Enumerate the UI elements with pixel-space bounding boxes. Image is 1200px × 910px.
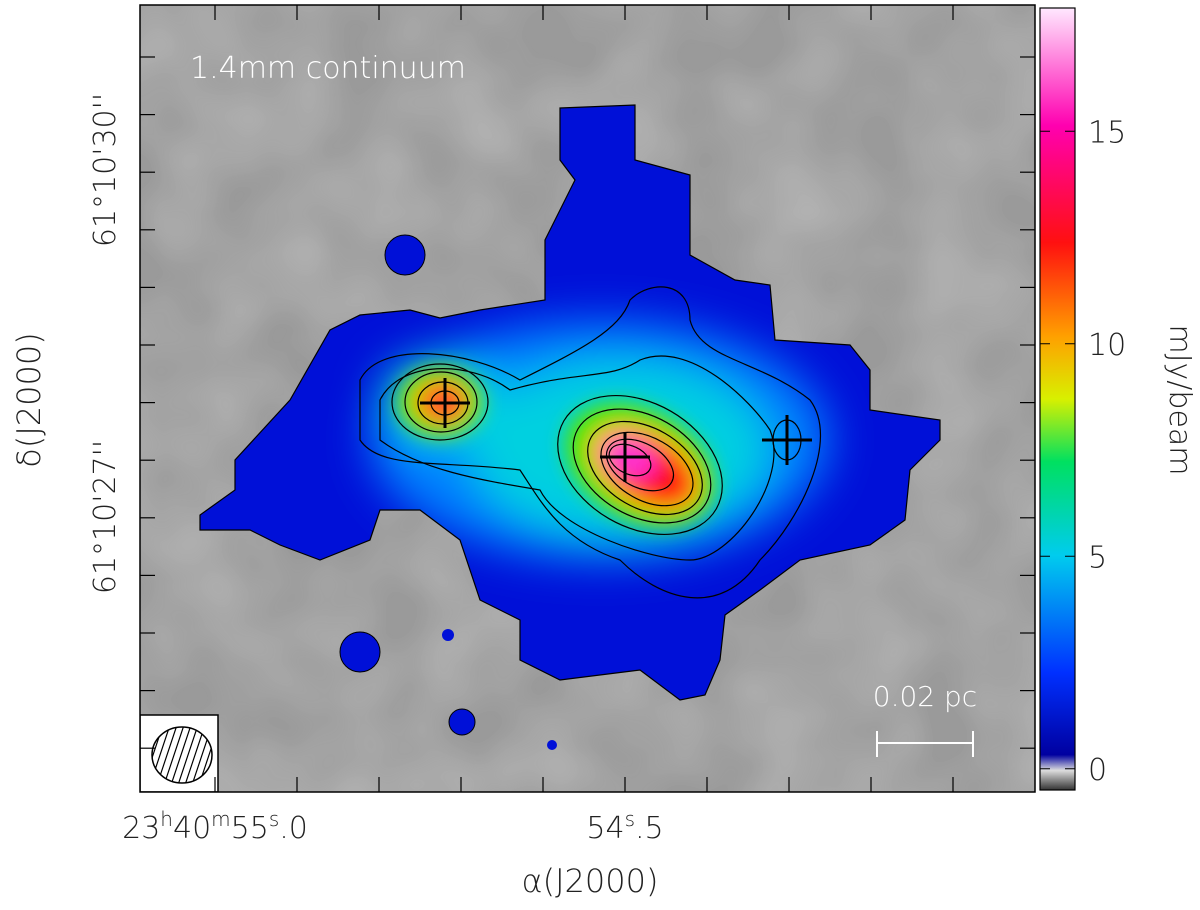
colorbar (1039, 7, 1076, 791)
tick-label-part: m (211, 807, 230, 831)
scale-bar-label: 0.02 pc (873, 680, 977, 713)
colorbar-tick-label: 10 (1088, 328, 1126, 363)
emission (199, 104, 941, 750)
y-tick-label: 61°10'27'' (88, 440, 123, 594)
beam (140, 714, 219, 792)
tick-label-part: 23 (122, 811, 160, 846)
tick-label-part: 40 (173, 811, 211, 846)
tick-label-part: h (160, 807, 173, 831)
map (140, 5, 1035, 792)
tick-label-part: s (625, 807, 635, 831)
y-axis-label: δ(J2000) (10, 332, 48, 467)
scale-bar (876, 731, 974, 757)
colorbar-tick-label: 15 (1088, 115, 1126, 150)
colorbar-ticks: 0 5 10 15 (1040, 115, 1126, 788)
x-axis-label: α(J2000) (522, 862, 659, 900)
colorbar-tick-label: 5 (1088, 540, 1107, 575)
tick-label-part: s (269, 807, 279, 831)
frame-ticks (140, 5, 1035, 792)
tick-label-part: .0 (279, 811, 308, 846)
tick-label-part: .5 (635, 811, 664, 846)
tick-label-part: 55 (231, 811, 269, 846)
tick-label-part: 54 (586, 811, 624, 846)
colorbar-tick-label: 0 (1088, 753, 1107, 788)
plot-frame (139, 4, 1036, 793)
x-tick-label: 23h40m55s.0 (122, 807, 308, 846)
title: 1.4mm continuum (190, 51, 466, 86)
y-tick-label: 61°10'30'' (88, 93, 123, 247)
x-tick-label: 54s.5 (586, 807, 663, 846)
colorbar-label: mJy/beam (1162, 324, 1197, 475)
